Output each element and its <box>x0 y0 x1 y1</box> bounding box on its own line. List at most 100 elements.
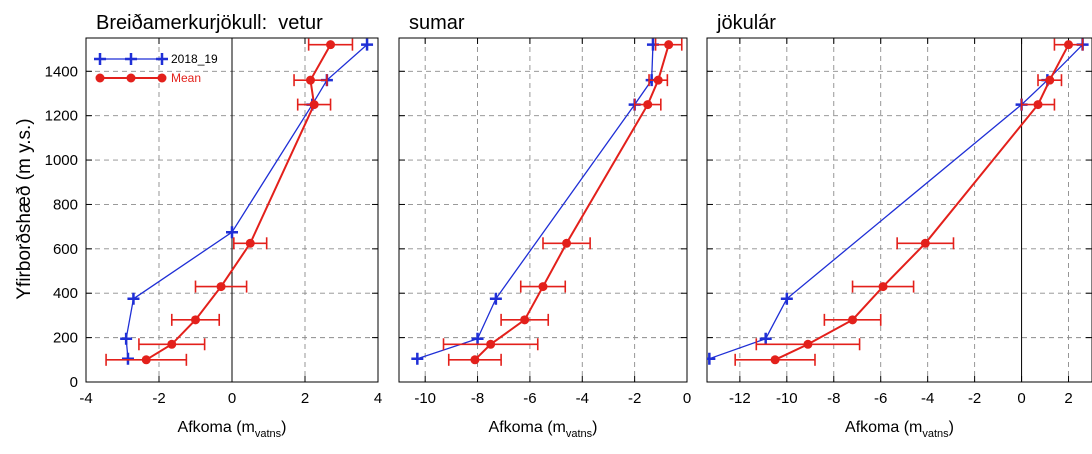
panel-title: Breiðamerkurjökull: vetur <box>96 12 323 34</box>
y-tick-label: 600 <box>53 241 78 258</box>
x-axis-label-main: Afkoma (m <box>489 419 566 436</box>
x-axis-label-sub: vatns <box>566 428 593 440</box>
mean-point <box>326 40 336 50</box>
legend-label: Mean <box>171 71 201 85</box>
y-tick-label: 200 <box>53 330 78 347</box>
mean-point <box>520 315 530 325</box>
legend-plus-marker <box>156 53 168 65</box>
panel-title: jökulár <box>716 12 776 34</box>
x-tick-label: -4 <box>921 390 934 407</box>
x-axis-label-sub: vatns <box>922 428 949 440</box>
mean-point <box>643 100 653 110</box>
data-layer <box>411 38 683 366</box>
mean-point <box>141 355 151 365</box>
x-tick-label: 0 <box>228 390 236 407</box>
series-2018-19-point <box>780 292 793 305</box>
legend: 2018_19 Mean <box>94 52 218 85</box>
series-2018-19-line <box>125 44 368 359</box>
y-tick-label: 1200 <box>45 108 78 125</box>
x-axis-label-end: ) <box>281 419 286 436</box>
plot-frame <box>706 37 1092 383</box>
x-tick-label: 0 <box>1017 390 1025 407</box>
y-tick-label: 0 <box>70 374 78 391</box>
legend-plus-marker <box>125 53 137 65</box>
mean-point <box>167 339 177 349</box>
mean-point <box>770 355 780 365</box>
grid <box>707 38 1092 382</box>
data-layer <box>707 38 1089 366</box>
mean-point <box>486 339 496 349</box>
mean-point <box>878 282 888 292</box>
x-tick-label: -2 <box>628 390 641 407</box>
x-tick-label: -12 <box>729 390 751 407</box>
series-2018-19-point <box>226 226 238 239</box>
x-tick-label: 0 <box>683 390 691 407</box>
x-tick-label: 4 <box>374 390 382 407</box>
panel-title: sumar <box>409 12 465 34</box>
mean-point <box>1033 100 1043 110</box>
panel-2: -12 -10 -8 -6 -4 -2 0 2 jökulár Afkoma (mvatns) <box>706 12 1092 440</box>
series-2018-19-point <box>120 332 133 345</box>
legend-plus-marker <box>94 53 106 65</box>
mean-point <box>653 75 663 85</box>
panel-0: -4 -2 0 2 4 0 200 400 600 800 1000 1200 1400 Breiðame… <box>45 12 383 440</box>
series-2018-19-point <box>121 352 134 365</box>
x-tick-label: -2 <box>152 390 165 407</box>
series-2018-19-point <box>471 332 484 345</box>
series-2018-19-point <box>759 332 772 345</box>
x-axis-label: Afkoma (mvatns) <box>178 419 287 440</box>
x-axis-label: Afkoma (mvatns) <box>845 419 954 440</box>
x-axis-label-end: ) <box>592 419 597 436</box>
x-tick-label: -10 <box>776 390 798 407</box>
x-tick-label: -4 <box>79 390 92 407</box>
series-2018-19-point <box>361 38 374 51</box>
x-tick-label: -4 <box>576 390 589 407</box>
x-tick-label: 2 <box>301 390 309 407</box>
mean-point <box>562 238 572 248</box>
data-layer <box>105 38 374 366</box>
mean-point <box>245 238 255 248</box>
mean-point <box>1064 40 1074 50</box>
x-tick-label: 2 <box>1064 390 1072 407</box>
legend-mean-marker <box>157 73 167 83</box>
legend-mean-marker <box>126 73 136 83</box>
mean-point <box>664 40 674 50</box>
mean-point <box>216 282 226 292</box>
mean-series-line <box>774 44 1070 361</box>
mean-point <box>191 315 200 325</box>
y-tick-label: 1000 <box>45 152 78 169</box>
x-axis-label: Afkoma (mvatns) <box>489 419 598 440</box>
grid <box>399 38 687 382</box>
mean-point <box>803 339 813 349</box>
series-2018-19-point <box>489 292 502 305</box>
y-tick-label: 1400 <box>45 63 78 80</box>
mean-point <box>470 355 480 365</box>
x-tick-label: -8 <box>827 390 840 407</box>
panel-1: -10 -8 -6 -4 -2 0 sumar Afkoma (mvatns) <box>398 12 691 440</box>
x-axis-label-main: Afkoma (m <box>845 419 922 436</box>
x-tick-label: -8 <box>471 390 484 407</box>
x-tick-label: -2 <box>968 390 981 407</box>
x-axis-label-main: Afkoma (m <box>178 419 255 436</box>
mean-point <box>1045 75 1055 85</box>
legend-mean-marker <box>95 73 105 83</box>
mean-point <box>538 282 548 292</box>
x-tick-label: -10 <box>414 390 436 407</box>
x-tick-label: -6 <box>874 390 887 407</box>
mean-point <box>305 75 315 85</box>
y-tick-label: 400 <box>53 285 78 302</box>
mean-series-line <box>145 44 332 361</box>
x-axis-label-sub: vatns <box>255 428 282 440</box>
series-2018-19-line <box>709 44 1084 360</box>
y-axis-label: Yfirborðshæð (m y.s.) <box>14 118 35 299</box>
y-tick-label: 800 <box>53 196 78 213</box>
mean-series-line <box>474 44 670 361</box>
mean-point <box>309 100 319 110</box>
plot-frame <box>398 37 688 383</box>
x-axis-label-end: ) <box>949 419 954 436</box>
series-2018-19-point <box>707 352 716 365</box>
x-tick-label: -6 <box>523 390 536 407</box>
series-2018-19-point <box>127 292 140 305</box>
mean-point <box>920 238 930 248</box>
